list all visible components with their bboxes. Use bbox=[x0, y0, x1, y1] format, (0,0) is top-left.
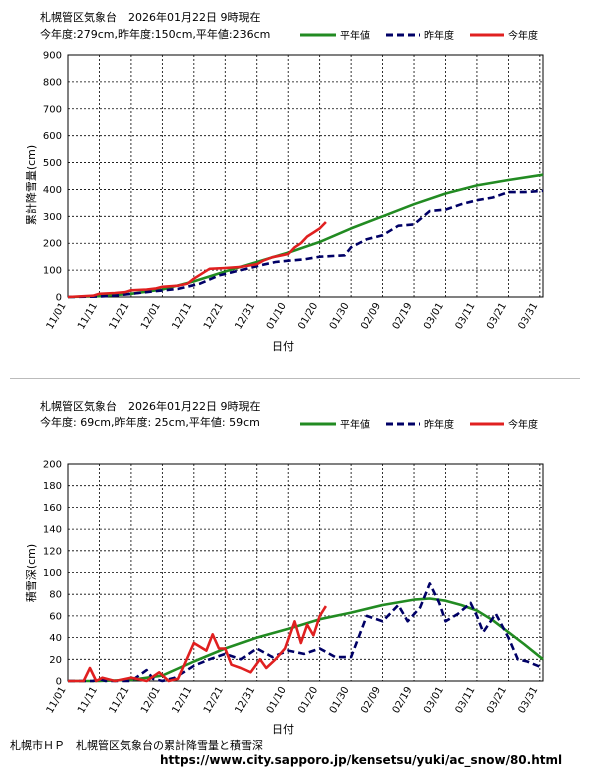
legend2-normal-label: 平年値 bbox=[340, 418, 370, 431]
x-tick-label: 03/11 bbox=[454, 301, 478, 331]
chart2-ylabel: 積雪深(cm) bbox=[24, 544, 38, 602]
chart1-plot: 0 100 200 300 400 500 600 700 800 900 11/01 11/11 11… bbox=[43, 51, 544, 331]
chart1-legend: 平年値 昨年度 今年度 bbox=[300, 29, 538, 42]
chart2-plot: 0 20 40 60 80 100 120 140 160 180 200 11/01 11/11 11/… bbox=[43, 460, 544, 715]
x-tick-label: 11/01 bbox=[45, 301, 69, 331]
series-last-year-line bbox=[68, 582, 544, 683]
x-tick-label: 12/31 bbox=[233, 685, 257, 715]
x-tick-label: 12/21 bbox=[202, 685, 226, 715]
x-tick-label: 02/19 bbox=[391, 301, 415, 331]
x-tick-label: 03/01 bbox=[422, 685, 446, 715]
x-tick-label: 01/20 bbox=[296, 301, 320, 331]
x-tick-label: 11/11 bbox=[76, 685, 100, 715]
legend2-this-year-label: 今年度 bbox=[508, 418, 538, 431]
y-tick-label: 60 bbox=[49, 611, 62, 622]
footer-url[interactable]: https://www.city.sapporo.jp/kensetsu/yuk… bbox=[160, 753, 563, 767]
y-tick-label: 100 bbox=[43, 266, 62, 277]
x-tick-label: 12/01 bbox=[139, 301, 163, 331]
x-tick-label: 01/30 bbox=[328, 301, 352, 331]
x-tick-label: 02/19 bbox=[391, 685, 415, 715]
x-tick-label: 12/11 bbox=[170, 301, 194, 331]
legend-this-year-label: 今年度 bbox=[508, 29, 538, 42]
plot-frame bbox=[67, 463, 544, 682]
legend2-last-year-label: 昨年度 bbox=[424, 418, 454, 431]
x-tick-label: 03/01 bbox=[422, 301, 446, 331]
x-tick-label: 03/21 bbox=[485, 301, 509, 331]
y-tick-label: 900 bbox=[43, 51, 62, 62]
x-tick-label: 01/10 bbox=[265, 301, 289, 331]
x-tick-label: 11/21 bbox=[108, 301, 132, 331]
series-this-year-line bbox=[68, 605, 327, 683]
legend-last-year-label: 昨年度 bbox=[424, 29, 454, 42]
x-tick-label: 03/21 bbox=[485, 685, 509, 715]
y-tick-label: 20 bbox=[49, 655, 62, 666]
y-tick-label: 180 bbox=[43, 481, 62, 492]
x-tick-label: 12/01 bbox=[139, 685, 163, 715]
chart2-title-line1: 札幌管区気象台 2026年01月22日 9時現在 bbox=[40, 399, 260, 413]
y-tick-label: 300 bbox=[43, 212, 62, 223]
y-tick-label: 80 bbox=[49, 590, 62, 601]
y-tick-label: 120 bbox=[43, 546, 62, 557]
chart-divider bbox=[10, 378, 580, 379]
x-tick-label: 11/01 bbox=[45, 685, 69, 715]
chart2-title-line2: 今年度: 69cm,昨年度: 25cm,平年値: 59cm bbox=[40, 415, 260, 429]
x-tick-label: 02/09 bbox=[359, 301, 383, 331]
x-tick-label: 03/11 bbox=[454, 685, 478, 715]
x-tick-label: 12/21 bbox=[202, 301, 226, 331]
y-tick-label: 0 bbox=[56, 677, 62, 688]
y-tick-label: 600 bbox=[43, 131, 62, 142]
series-this-year-line bbox=[67, 221, 327, 299]
x-tick-label: 12/31 bbox=[233, 301, 257, 331]
chart1-xlabel: 日付 bbox=[272, 340, 294, 353]
footer-caption: 札幌市ＨＰ 札幌管区気象台の累計降雪量と積雪深 bbox=[10, 739, 263, 752]
legend-normal-label: 平年値 bbox=[340, 29, 370, 42]
chart1-title-line1: 札幌管区気象台 2026年01月22日 9時現在 bbox=[40, 10, 260, 24]
chart1-title-line2: 今年度:279cm,昨年度:150cm,平年値:236cm bbox=[40, 27, 270, 41]
y-tick-label: 200 bbox=[43, 460, 62, 471]
chart2-legend: 平年値 昨年度 今年度 bbox=[300, 418, 538, 431]
x-tick-label: 11/11 bbox=[76, 301, 100, 331]
series-last-year-line bbox=[67, 189, 544, 299]
y-tick-label: 400 bbox=[43, 185, 62, 196]
chart2-xlabel: 日付 bbox=[272, 723, 294, 736]
plot-frame bbox=[67, 54, 544, 298]
y-tick-label: 0 bbox=[56, 293, 62, 304]
series-normal-line bbox=[68, 597, 544, 683]
x-tick-label: 01/30 bbox=[328, 685, 352, 715]
y-tick-label: 40 bbox=[49, 633, 62, 644]
x-tick-label: 01/20 bbox=[296, 685, 320, 715]
x-tick-label: 03/31 bbox=[517, 301, 541, 331]
y-tick-label: 200 bbox=[43, 239, 62, 250]
x-tick-label: 02/09 bbox=[359, 685, 383, 715]
y-tick-label: 500 bbox=[43, 158, 62, 169]
y-tick-label: 800 bbox=[43, 77, 62, 88]
series-normal-line bbox=[67, 173, 544, 299]
y-tick-label: 140 bbox=[43, 525, 62, 536]
x-tick-label: 03/31 bbox=[517, 685, 541, 715]
y-tick-label: 160 bbox=[43, 503, 62, 514]
chart1-ylabel: 累計降雪量(cm) bbox=[24, 145, 38, 225]
y-tick-label: 100 bbox=[43, 568, 62, 579]
x-tick-label: 11/21 bbox=[108, 685, 132, 715]
x-tick-label: 01/10 bbox=[265, 685, 289, 715]
x-tick-label: 12/11 bbox=[170, 685, 194, 715]
y-tick-label: 700 bbox=[43, 104, 62, 115]
